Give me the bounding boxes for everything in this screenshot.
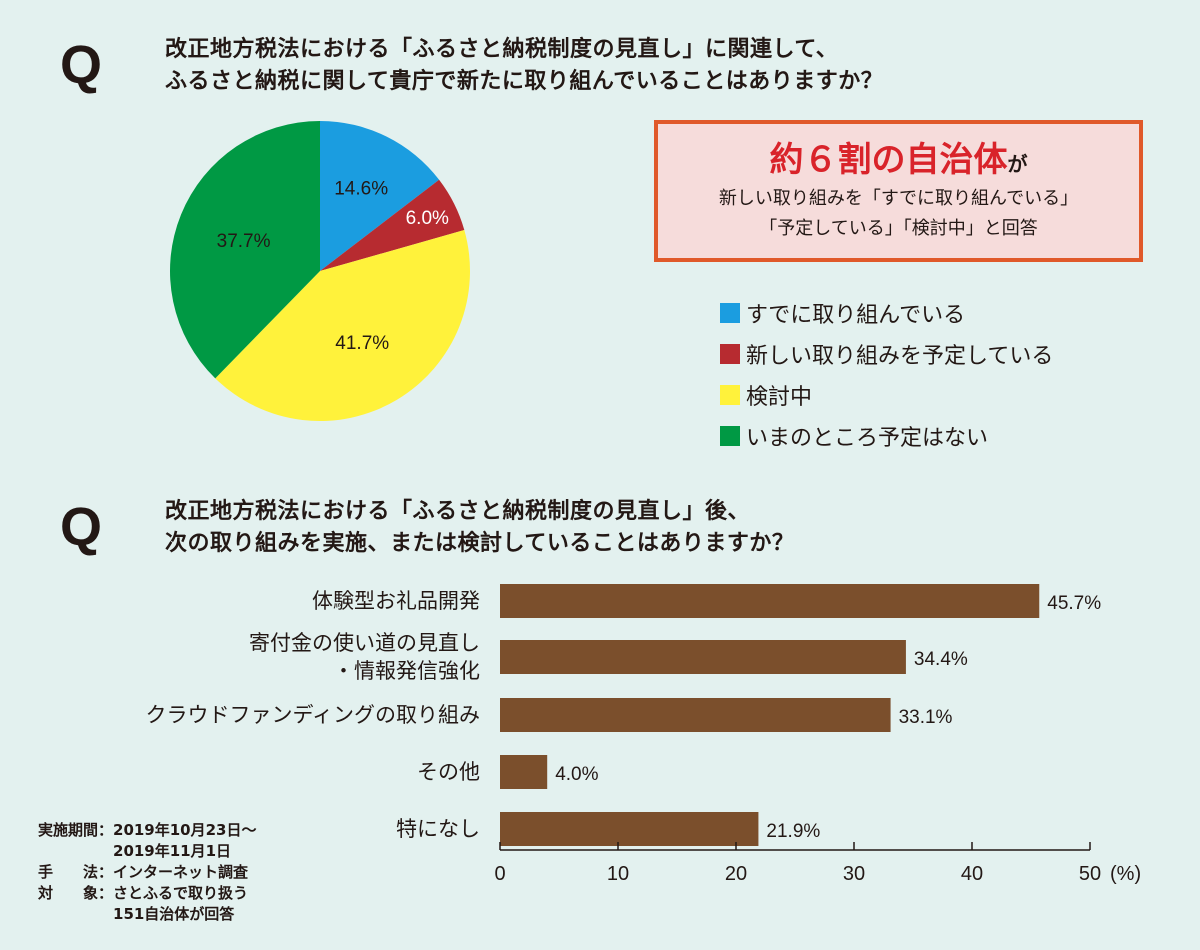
- pie-slice-label: 37.7%: [217, 231, 271, 252]
- question-1-line: 改正地方税法における「ふるさと納税制度の見直し」に関連して、: [165, 37, 839, 62]
- category-label: 寄付金の使い道の見直し・情報発信強化: [249, 629, 480, 685]
- question-1-line: ふるさと納税に関して貴庁で新たに取り組んでいることはありますか？: [165, 69, 884, 94]
- category-label: 体験型お礼品開発: [312, 587, 480, 615]
- pie-slice-label: 14.6%: [334, 179, 388, 200]
- bar-value-label: 21.9%: [766, 821, 820, 842]
- category-text: クラウドファンディングの取り組み: [145, 703, 480, 727]
- pie-slice-label: 41.7%: [335, 333, 389, 354]
- legend-swatch: [720, 425, 740, 446]
- survey-note: 実施期間：2019年10月23日～ 2019年11月1日 手 法：インターネット…: [38, 820, 257, 925]
- callout-line: 「予定している」「検討中」と回答: [759, 218, 1038, 239]
- category-label: その他: [417, 758, 480, 786]
- x-tick-label: 10: [607, 863, 629, 885]
- question-1: 改正地方税法における「ふるさと納税制度の見直し」に関連して、 ふるさと納税に関し…: [165, 34, 883, 98]
- category-text: 体験型お礼品開発: [312, 589, 480, 613]
- x-tick-label: 30: [843, 863, 865, 885]
- question-2: 改正地方税法における「ふるさと納税制度の見直し」後、 次の取り組みを実施、または…: [165, 496, 794, 560]
- bar: [500, 640, 906, 674]
- bar: [500, 812, 759, 846]
- pie-slice-label: 6.0%: [406, 208, 449, 229]
- pie-legend: すでに取り組んでいる 新しい取り組みを予定している 検討中 いまのところ予定はな…: [720, 292, 1053, 456]
- bar-value-label: 33.1%: [899, 707, 953, 728]
- note-line: 2019年11月1日: [38, 842, 232, 860]
- bar: [500, 698, 891, 732]
- callout-highlight: 約６割の自治体: [769, 140, 1008, 180]
- question-2-line: 次の取り組みを実施、または検討していることはありますか？: [165, 531, 795, 556]
- legend-swatch: [720, 343, 740, 364]
- category-text: その他: [417, 760, 480, 784]
- callout-box: 約６割の自治体が 新しい取り組みを「すでに取り組んでいる」 「予定している」「検…: [654, 120, 1143, 262]
- category-text: 寄付金の使い道の見直し: [249, 631, 480, 655]
- category-text: 特になし: [396, 817, 480, 841]
- legend-swatch: [720, 302, 740, 323]
- category-label: クラウドファンディングの取り組み: [145, 701, 480, 729]
- bar-value-label: 45.7%: [1047, 593, 1101, 614]
- legend-item: すでに取り組んでいる: [720, 292, 1053, 333]
- q-mark-2: Q: [60, 497, 103, 557]
- x-tick-label: 40: [961, 863, 983, 885]
- x-tick-label: 0: [494, 863, 505, 885]
- note-line: 手 法：インターネット調査: [38, 863, 249, 881]
- question-2-line: 改正地方税法における「ふるさと納税制度の見直し」後、: [165, 499, 751, 524]
- pie-slice: [215, 230, 470, 421]
- q-mark-1: Q: [60, 35, 103, 95]
- legend-swatch: [720, 384, 740, 405]
- bar: [500, 584, 1040, 618]
- x-tick-label: 20: [725, 863, 747, 885]
- callout-suffix: が: [1007, 152, 1028, 176]
- legend-label: すでに取り組んでいる: [746, 302, 966, 328]
- category-label: 特になし: [396, 815, 480, 843]
- legend-item: 新しい取り組みを予定している: [720, 333, 1053, 374]
- bar-value-label: 4.0%: [555, 764, 598, 785]
- callout-line: 新しい取り組みを「すでに取り組んでいる」: [718, 188, 1079, 209]
- pie-slice: [320, 179, 465, 271]
- note-line: 実施期間：2019年10月23日～: [38, 821, 257, 839]
- legend-item: 検討中: [720, 374, 1053, 415]
- category-text: ・情報発信強化: [333, 659, 480, 683]
- x-tick-label: 50: [1079, 863, 1101, 885]
- legend-label: いまのところ予定はない: [746, 425, 989, 451]
- pie-slice: [320, 121, 440, 271]
- legend-item: いまのところ予定はない: [720, 415, 1053, 456]
- note-line: 151自治体が回答: [38, 905, 235, 923]
- bar-value-label: 34.4%: [914, 649, 968, 670]
- pie-slice: [169, 120, 320, 379]
- note-line: 対 象：さとふるで取り扱う: [38, 884, 249, 902]
- bar: [500, 755, 548, 789]
- legend-label: 新しい取り組みを予定している: [746, 343, 1054, 369]
- legend-label: 検討中: [746, 384, 813, 410]
- x-axis-unit: (%): [1110, 863, 1141, 885]
